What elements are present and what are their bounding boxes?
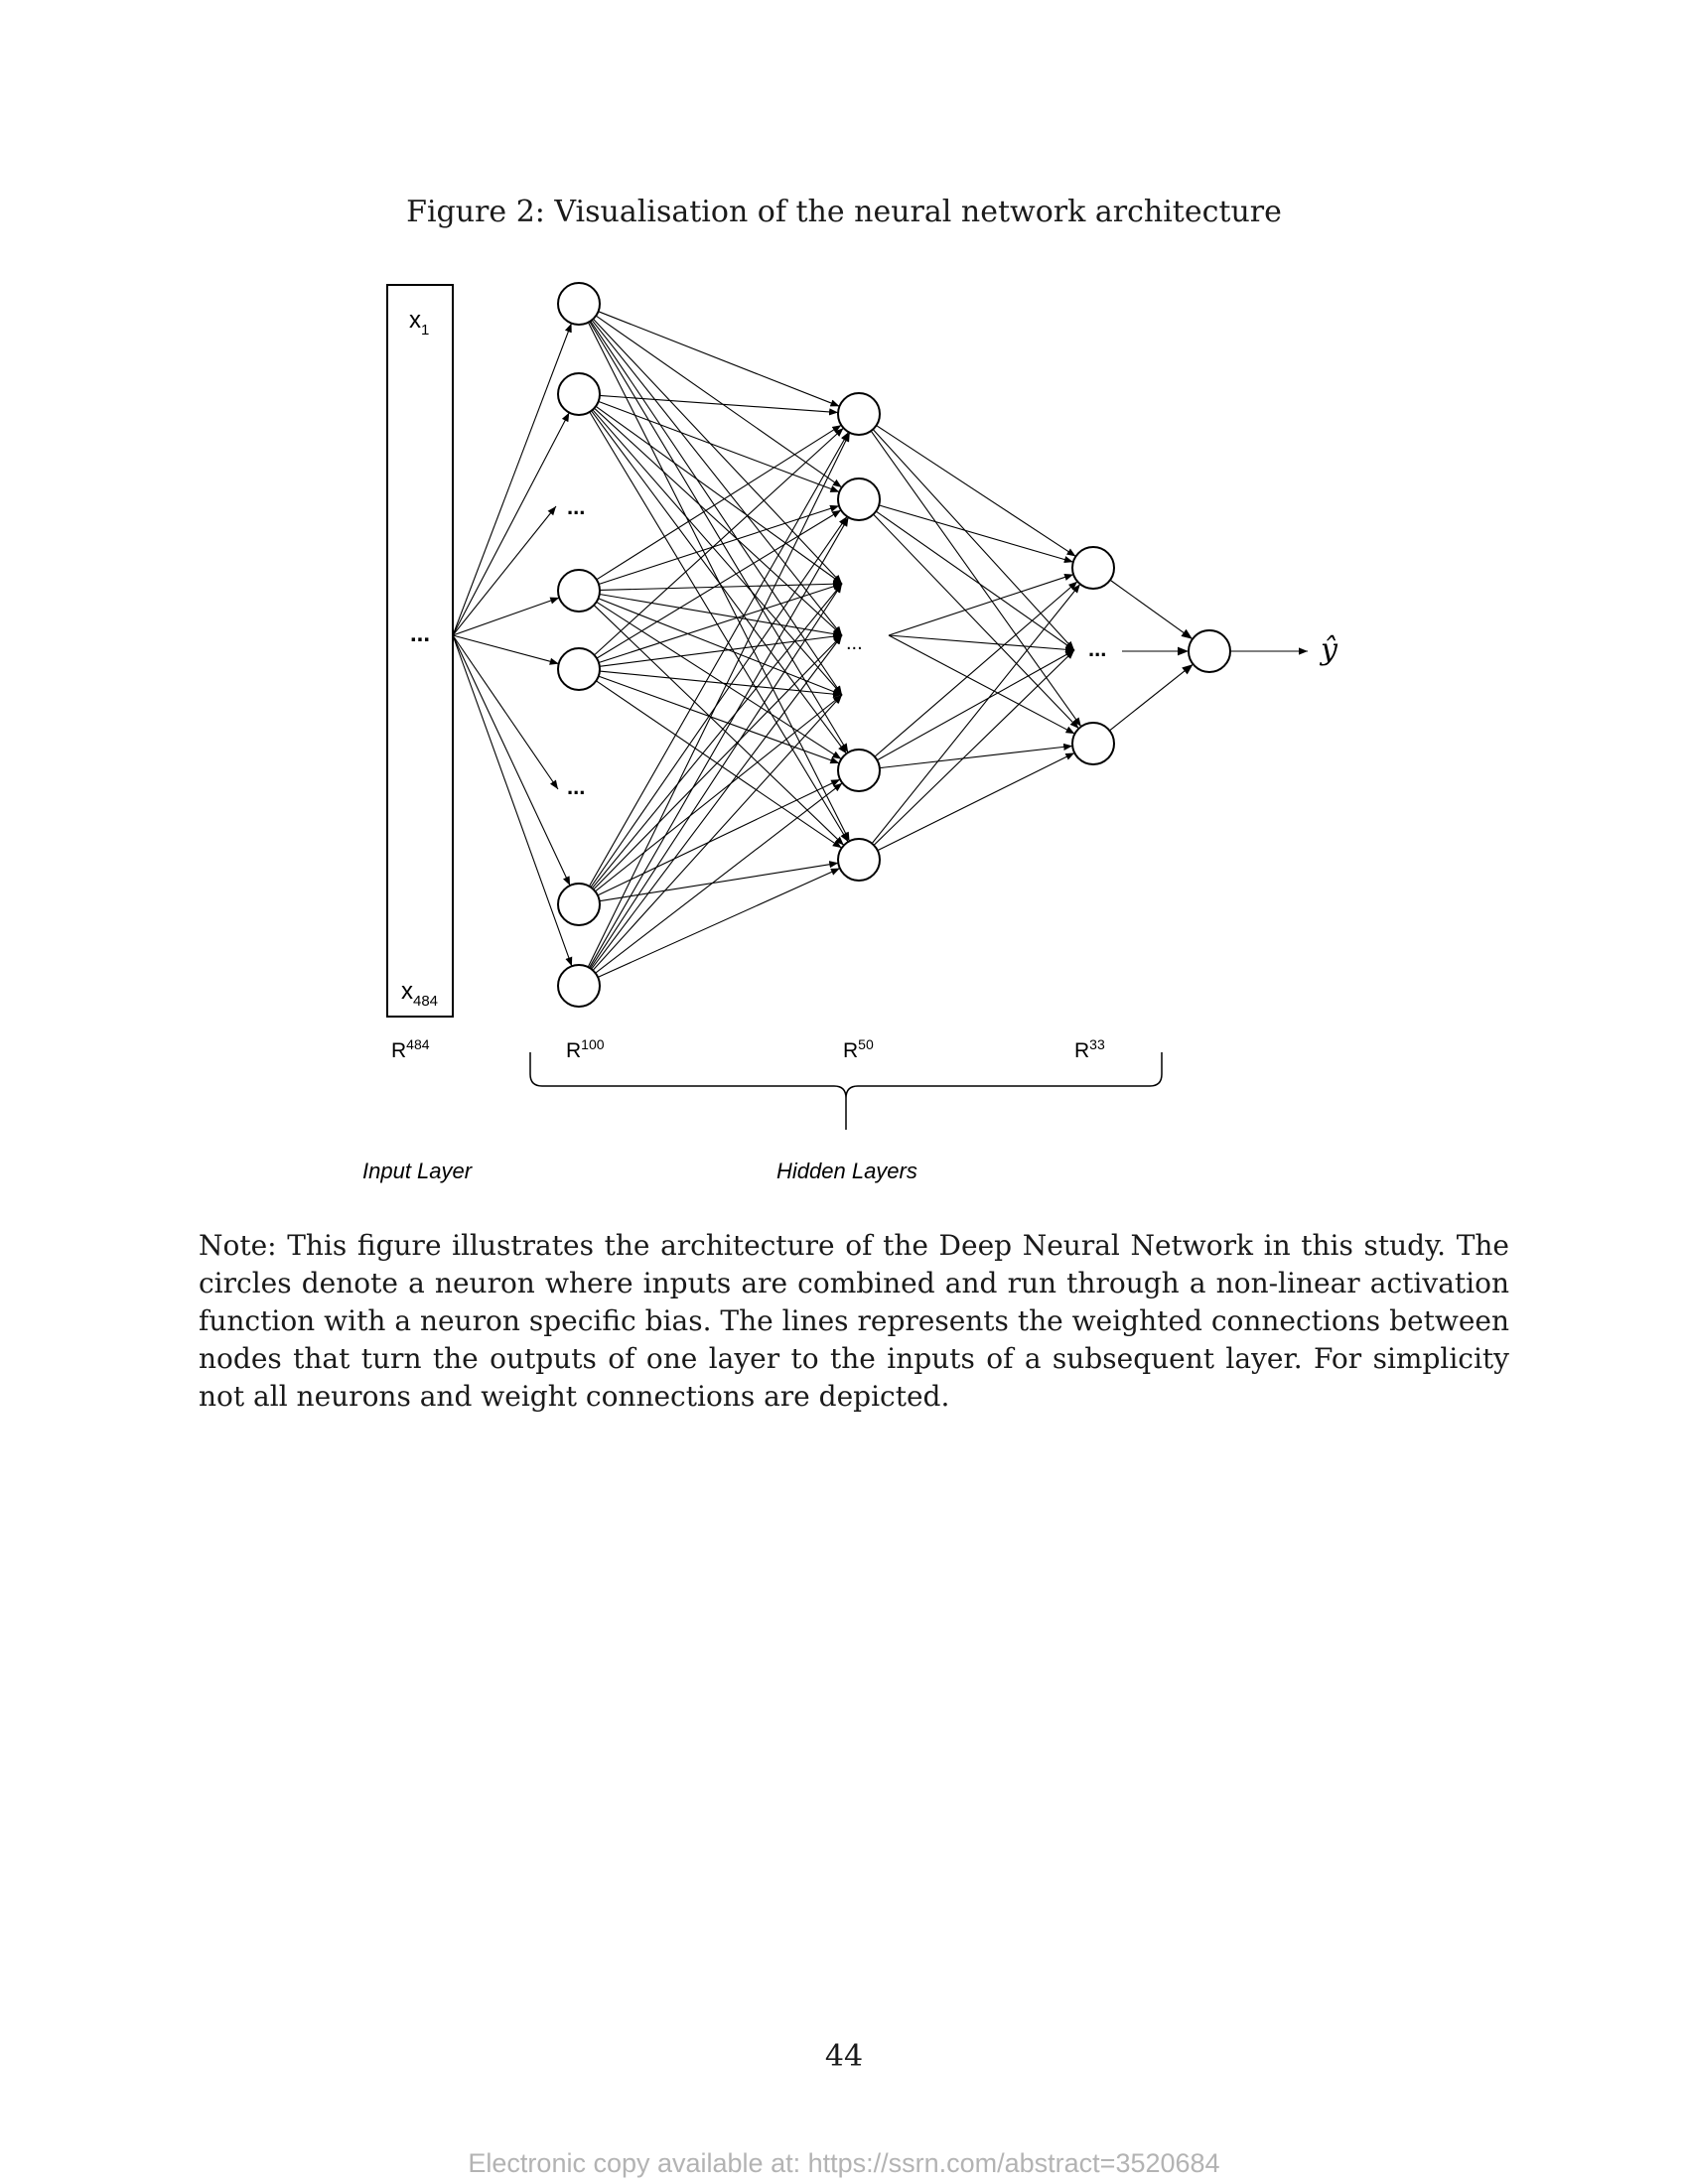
input-layer-box [386,284,454,1018]
edge-layer1-to-layer2 [596,424,842,581]
neuron-layer3 [1071,546,1115,590]
edge-layer1-to-layer2 [598,504,840,586]
figure-note: Note: This figure illustrates the archit… [199,1229,1509,1413]
neuron-layer3 [1071,722,1115,765]
edge-layer1-to-layer2 [595,782,843,974]
input-layer-label: Input Layer [362,1159,474,1183]
input-x484-label: x484 [401,978,438,1010]
dim-label-layer1: R100 [566,1036,605,1062]
layer2-ellipsis: ... [846,632,863,654]
neuron-layer1 [557,883,601,926]
edge-layer1-to-layer2 [588,516,850,969]
neuron-layer1 [557,647,601,691]
dim-label-input: R484 [391,1036,430,1062]
edge-layer2-to-layer3 [870,430,1082,728]
edge-layer1-to-layer2 [598,311,840,407]
edge-layer1-to-layer2 [595,315,843,488]
neuron-layer1 [557,569,601,613]
edge-input-to-layer1 [452,634,559,665]
edge-layer1-to-layer2 [599,580,843,591]
neuron-layer1 [557,282,601,326]
neuron-layer2 [837,392,881,436]
edge-layer1-to-layer2 [591,410,847,754]
neural-network-diagram: x1 ... x484 ... ... ... ... ŷ R484 R100 … [362,282,1338,1183]
edge-layer2-to-layer3 [874,581,1078,757]
edge-layer1-to-layer2 [598,583,843,664]
ssrn-footer-link[interactable]: Electronic copy available at: https://ss… [468,2148,1220,2178]
edge-layer1-to-layer2 [589,321,849,753]
edge-layer2-to-layer3 [879,743,1073,769]
edge-layer1-to-layer2 [591,634,843,970]
edge-layer1-to-layer2 [590,583,843,969]
edge-layer2-to-layer3 [873,649,1075,846]
edge-layer1-to-layer2 [595,405,843,585]
edge-layer3-to-output [1109,663,1194,732]
edge-layer1-to-layer2 [599,593,843,638]
edge-layer1-to-layer2 [599,670,843,698]
edge-layer1-to-layer2 [589,411,849,843]
input-x1-label: x1 [409,307,429,339]
dim-label-layer3: R33 [1074,1036,1105,1062]
neuron-layer2 [837,838,881,882]
edge-input-to-layer1 [452,505,557,636]
hidden-layers-brace [529,1052,1163,1130]
edge-layer2-to-layer3 [879,504,1073,564]
edge-layer1-to-layer2 [599,394,839,416]
edge-layer2-to-layer3 [877,751,1075,852]
layer1-ellipsis-lower: ... [567,774,585,799]
neuron-layer1 [557,964,601,1008]
figure-caption: Figure 2: Visualisation of the neural ne… [406,195,1282,229]
edge-layer1-to-layer2 [588,431,850,887]
edge-layer1-to-layer2 [592,318,843,585]
edge-layer1-to-layer2 [593,634,843,890]
edge-layer2-to-layer3 [871,584,1081,844]
edge-layer1-to-layer2 [597,868,841,978]
neuron-output [1188,629,1231,673]
edge-layer1-to-layer2 [596,680,842,849]
edge-layer1-to-layer2 [593,605,845,846]
edge-layer2-to-layer3 [872,429,1075,651]
edge-layer1-to-layer2 [598,598,843,696]
edge-input-to-layer1 [452,634,573,967]
edge-layer2-to-layer3 [888,634,1075,653]
layer3-ellipsis: ... [1088,636,1106,661]
hidden-layers-label: Hidden Layers [776,1159,917,1183]
edge-layer1-to-layer2 [599,861,839,902]
edge-layer1-to-layer2 [591,320,843,636]
page-number: 44 [824,2039,864,2074]
neuron-layer1 [557,372,601,416]
edge-input-to-layer1 [452,634,571,887]
input-ellipsis: ... [410,620,430,647]
edge-layer1-to-layer2 [598,400,840,493]
edge-layer2-to-layer3 [888,634,1075,735]
edge-input-to-layer1 [452,634,559,790]
edge-layer2-to-layer3 [877,649,1075,761]
neuron-layer2 [837,478,881,521]
edge-layer2-to-layer3 [873,513,1079,730]
edge-input-to-layer1 [452,323,573,636]
edge-layer1-to-layer2 [594,407,843,636]
layer1-ellipsis-upper: ... [567,494,585,519]
edge-input-to-layer1 [452,412,570,636]
edge-layer1-to-layer2 [595,694,843,892]
edge-layer2-to-layer3 [876,425,1076,557]
edge-layer1-to-layer2 [598,675,840,764]
edge-layer1-to-layer2 [590,321,843,696]
edge-input-to-layer1 [452,597,560,636]
edge-layer1-to-layer2 [597,778,841,896]
output-y-hat-label: ŷ [1319,632,1338,667]
edge-layer1-to-layer2 [587,432,851,968]
edge-layer1-to-layer2 [591,583,843,889]
dim-label-layer2: R50 [843,1036,874,1062]
edge-layer3-to-output [1109,579,1194,640]
neuron-layer2 [837,749,881,792]
edge-layer1-to-layer2 [592,694,843,971]
edge-layer1-to-layer2 [594,427,844,656]
edge-layer2-to-layer3 [888,573,1074,636]
edge-layer1-to-layer2 [596,601,842,760]
edge-layer1-to-layer2 [596,509,842,659]
edge-layer1-to-layer2 [599,632,843,667]
edge-layer2-to-layer3 [875,510,1075,651]
edge-layer1-to-layer2 [590,515,848,888]
